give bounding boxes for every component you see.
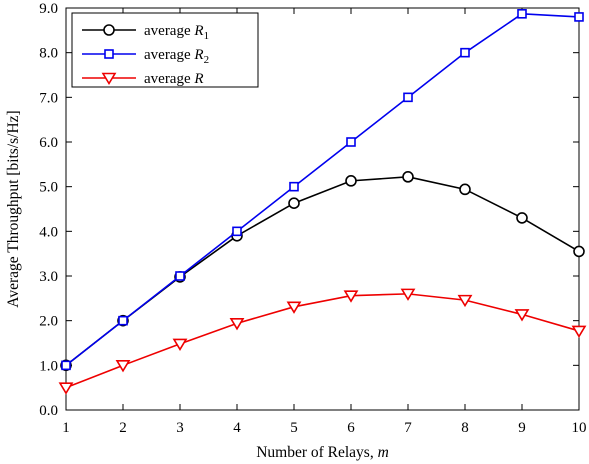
data-point: [571, 325, 587, 338]
x-tick-label: 3: [176, 420, 184, 436]
series-2: [61, 9, 584, 371]
x-tick-label: 4: [233, 420, 241, 436]
data-point: [517, 9, 527, 19]
data-point: [403, 92, 413, 103]
data-point: [514, 309, 530, 322]
y-tick-label: 1.0: [39, 358, 58, 374]
series-line: [65, 176, 580, 366]
x-tick-label: 5: [290, 420, 298, 436]
x-tick-label: 1: [62, 420, 70, 436]
data-point: [288, 197, 300, 209]
legend-label: average R2: [144, 47, 209, 66]
x-tick-label: 9: [518, 420, 526, 436]
y-tick-label: 3.0: [39, 269, 58, 285]
series-line: [65, 12, 580, 366]
x-tick-label: 7: [404, 420, 412, 436]
data-point: [289, 181, 299, 192]
x-tick-label: 10: [572, 420, 587, 436]
data-point: [574, 12, 584, 22]
legend-marker: [104, 49, 114, 59]
data-point: [286, 301, 302, 314]
data-point: [343, 290, 359, 303]
data-point: [229, 318, 245, 331]
legend: average R1 average R2 average R: [71, 12, 259, 88]
x-axis-ticks: 1 2 3 4 5 6 7 8 9 10: [62, 8, 587, 436]
y-tick-label: 8.0: [39, 46, 58, 62]
y-tick-label: 5.0: [39, 180, 58, 196]
y-axis-title: Average Throughput [bits/s/Hz]: [5, 110, 22, 307]
x-tick-label: 2: [119, 420, 127, 436]
series-layer: [58, 9, 587, 395]
series-line: [65, 293, 580, 389]
y-tick-label: 0.0: [39, 403, 58, 419]
plot-area: [65, 7, 580, 411]
x-tick-label: 8: [461, 420, 469, 436]
x-tick-label: 6: [347, 420, 355, 436]
data-point: [172, 338, 188, 351]
plot-frame: [65, 7, 580, 411]
series-3: [58, 288, 587, 395]
legend-label: average R1: [144, 23, 209, 42]
x-axis-title-variable: m: [378, 444, 389, 461]
data-point: [460, 47, 470, 58]
data-point: [402, 171, 414, 183]
data-point: [346, 137, 356, 147]
data-point: [61, 360, 71, 371]
x-axis-title: Number of Relays, m: [256, 444, 389, 461]
legend-marker: [101, 72, 117, 86]
data-point: [345, 175, 357, 187]
data-point: [175, 271, 185, 281]
legend-item: average R1: [82, 23, 209, 42]
data-point: [459, 183, 471, 196]
y-tick-label: 2.0: [39, 314, 58, 330]
legend-marker: [103, 24, 115, 36]
data-point: [232, 226, 242, 237]
data-point: [115, 360, 131, 373]
legend-item: average R2: [82, 47, 209, 66]
y-axis-ticks: 0.0 1.0 2.0 3.0 4.0 5.0 6.0 7.0 8.0 9.0: [39, 1, 579, 419]
data-point: [573, 245, 585, 258]
data-point: [118, 315, 128, 326]
data-point: [457, 294, 473, 308]
data-point: [400, 288, 416, 301]
y-tick-label: 4.0: [39, 224, 58, 240]
legend-label: average R: [144, 71, 204, 87]
series-1: [60, 171, 585, 372]
data-point: [58, 382, 74, 395]
x-axis-title-text: Number of Relays,: [256, 444, 377, 461]
y-tick-label: 6.0: [39, 135, 58, 151]
legend-item: average R: [82, 71, 204, 87]
y-tick-label: 9.0: [39, 1, 58, 17]
data-point: [516, 212, 528, 224]
y-tick-label: 7.0: [39, 90, 58, 106]
